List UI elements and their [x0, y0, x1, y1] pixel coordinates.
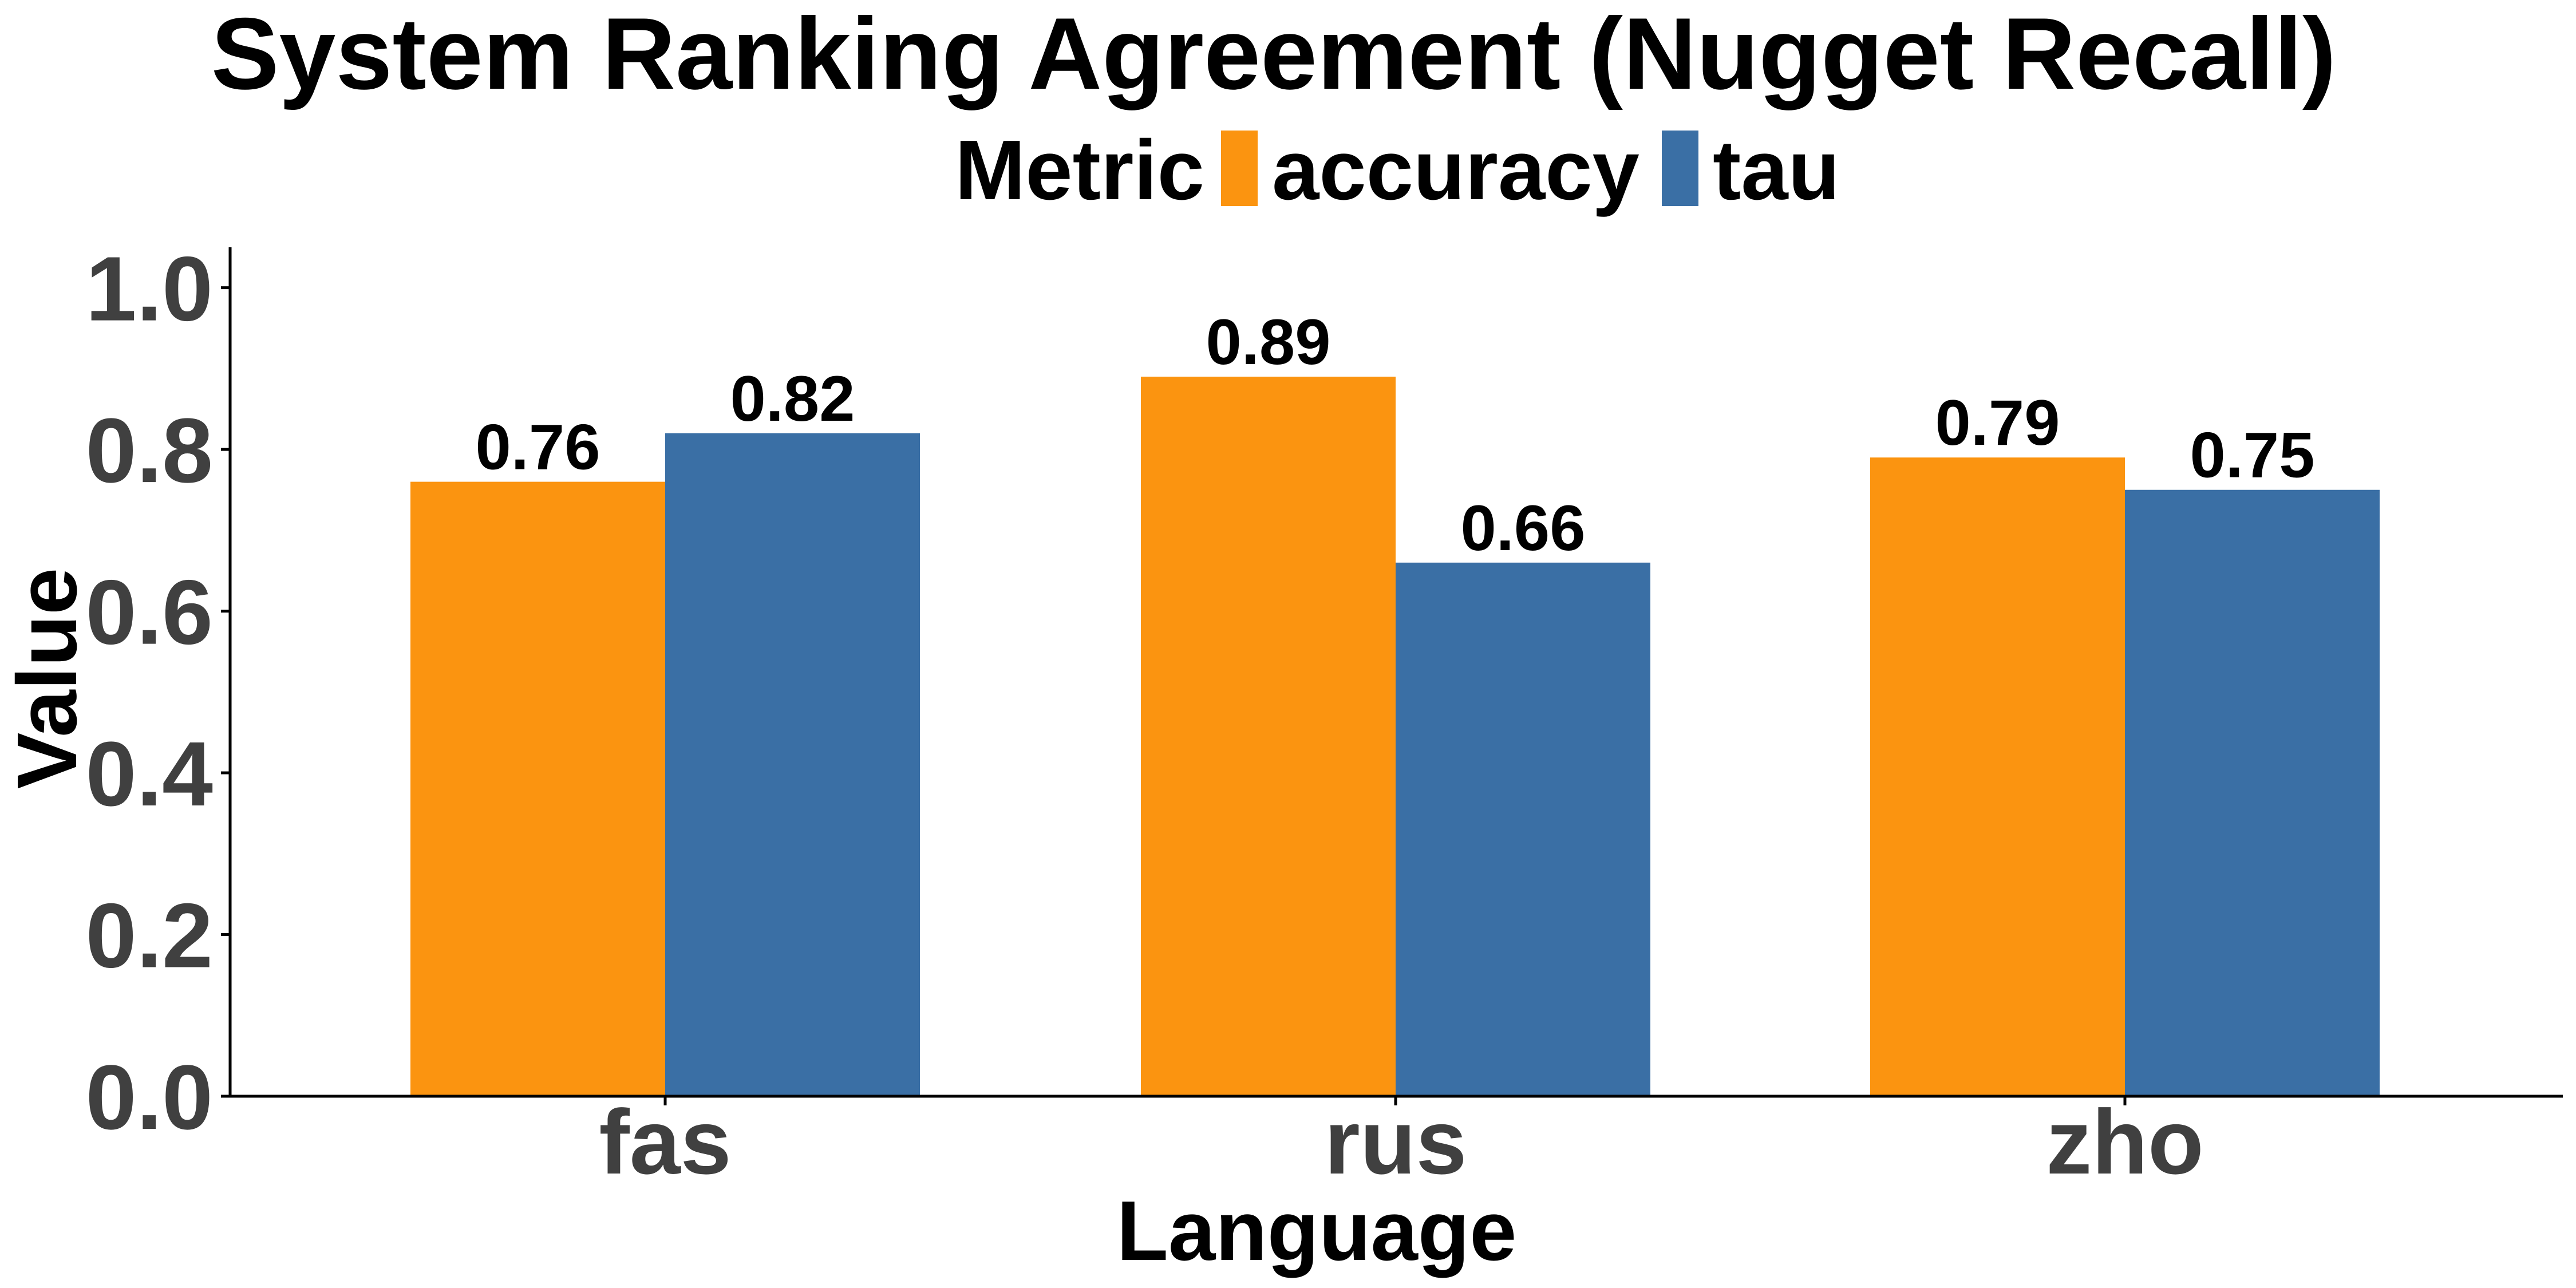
x-axis-title: Language	[1117, 1184, 1517, 1278]
bar-tau-zho	[2125, 489, 2380, 1096]
data-label-tau-fas: 0.82	[730, 363, 855, 434]
legend-title: Metric	[955, 123, 1204, 218]
y-tick-label-0.0: 0.0	[86, 1046, 213, 1148]
data-label-accuracy-fas: 0.76	[476, 412, 600, 483]
legend-swatch-tau	[1662, 131, 1698, 206]
data-label-tau-zho: 0.75	[2190, 420, 2315, 491]
legend: Metric accuracy tau	[955, 123, 1840, 218]
y-tick-label-0.4: 0.4	[86, 722, 213, 825]
y-tick-label-0.2: 0.2	[86, 884, 213, 987]
bar-accuracy-rus	[1141, 376, 1396, 1096]
bar-accuracy-zho	[1870, 457, 2125, 1097]
y-axis-ticks: 0.0 0.2 0.4 0.6 0.8 1.0	[86, 238, 230, 1148]
x-axis-ticks: fas rus zho	[599, 1091, 2203, 1193]
y-tick-label-0.6: 0.6	[86, 561, 213, 663]
y-axis-title: Value	[0, 568, 94, 789]
bar-accuracy-fas	[410, 481, 665, 1096]
bars	[410, 376, 2380, 1097]
data-label-accuracy-zho: 0.79	[1935, 387, 2060, 459]
y-tick-label-1.0: 1.0	[86, 238, 213, 340]
legend-label-accuracy: accuracy	[1272, 123, 1639, 218]
data-label-accuracy-rus: 0.89	[1206, 306, 1331, 378]
data-label-tau-rus: 0.66	[1461, 492, 1586, 564]
x-tick-label-fas: fas	[599, 1091, 731, 1193]
legend-swatch-accuracy	[1221, 131, 1258, 206]
legend-label-tau: tau	[1713, 123, 1840, 218]
x-tick-label-rus: rus	[1325, 1091, 1467, 1193]
bar-tau-fas	[665, 433, 920, 1096]
data-labels: 0.76 0.82 0.89 0.66 0.79 0.75	[476, 306, 2315, 564]
chart-title: System Ranking Agreement (Nugget Recall)	[211, 0, 2336, 110]
bar-tau-rus	[1396, 562, 1650, 1096]
y-tick-label-0.8: 0.8	[86, 399, 213, 501]
x-tick-label-zho: zho	[2046, 1091, 2203, 1193]
